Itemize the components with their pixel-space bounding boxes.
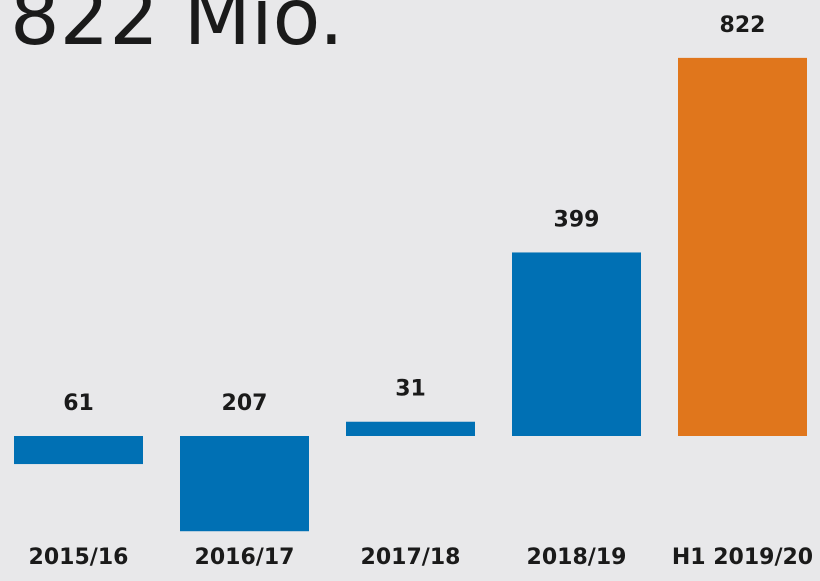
bar [678, 57, 807, 436]
bar [14, 436, 143, 465]
value-label: 31 [395, 377, 426, 402]
x-tick-label: H1 2019/20 [672, 545, 813, 570]
x-tick-label: 2018/19 [527, 545, 627, 570]
bar [180, 436, 309, 532]
x-tick-label: 2017/18 [361, 545, 461, 570]
x-tick-label: 2015/16 [29, 545, 129, 570]
value-label: 399 [554, 207, 600, 232]
value-label: 822 [720, 13, 766, 38]
x-tick-label: 2016/17 [195, 545, 295, 570]
value-label: 207 [222, 391, 268, 416]
bar [512, 252, 641, 436]
bar [346, 421, 475, 436]
chart-title: 822 Mio. [10, 0, 344, 63]
value-label: 61 [63, 391, 94, 416]
